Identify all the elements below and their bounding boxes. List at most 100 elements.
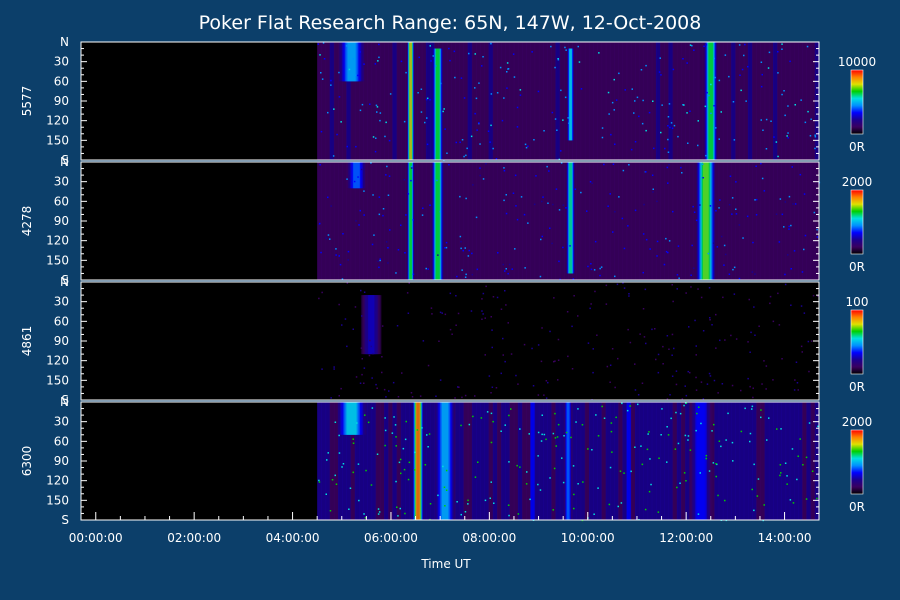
noise-pixel (618, 196, 620, 198)
noise-pixel (627, 225, 629, 227)
background-column (384, 402, 389, 520)
background-column (547, 162, 552, 280)
noise-pixel (344, 318, 347, 320)
aurora-band (568, 162, 573, 274)
background-column (421, 402, 427, 520)
noise-pixel (553, 467, 556, 470)
noise-pixel (372, 136, 375, 138)
background-column (371, 42, 377, 160)
aurora-band (708, 42, 714, 160)
noise-pixel (704, 105, 707, 108)
noise-pixel (422, 340, 425, 342)
noise-pixel (527, 145, 529, 147)
noise-pixel (747, 65, 749, 68)
aurora-band (436, 402, 454, 520)
background-column (605, 162, 611, 280)
background-column (455, 282, 460, 400)
noise-pixel (359, 382, 362, 384)
aurora-band (565, 402, 571, 520)
aurora-band (435, 162, 441, 280)
noise-pixel (577, 315, 579, 317)
y-tick-label: 30 (54, 295, 69, 309)
noise-pixel (464, 276, 467, 278)
noise-pixel (724, 253, 727, 256)
noise-pixel (687, 370, 689, 373)
noise-pixel (642, 308, 645, 310)
noise-pixel (719, 339, 721, 342)
noise-pixel (705, 457, 707, 460)
noise-pixel (403, 468, 406, 471)
background-column (321, 402, 327, 520)
noise-pixel (754, 199, 756, 201)
noise-pixel (629, 405, 631, 407)
noise-pixel (667, 151, 670, 153)
noise-pixel (769, 295, 772, 298)
background-column (735, 402, 741, 520)
noise-pixel (712, 462, 715, 464)
background-column (425, 42, 431, 160)
aurora-band (352, 162, 361, 189)
noise-pixel (697, 120, 699, 122)
aurora-band (340, 402, 364, 435)
aurora-band (346, 42, 358, 82)
aurora-band (436, 402, 454, 520)
noise-pixel (507, 504, 510, 506)
noise-pixel (411, 396, 414, 398)
noise-pixel (691, 45, 693, 47)
noise-pixel (482, 178, 485, 180)
aurora-band (435, 162, 440, 280)
background-column (680, 402, 686, 520)
background-column (676, 282, 682, 400)
background-column (701, 282, 707, 400)
noise-pixel (685, 394, 688, 397)
noise-pixel (681, 172, 683, 174)
noise-pixel (461, 269, 463, 271)
background-column (601, 162, 607, 280)
background-column (789, 282, 795, 400)
noise-pixel (559, 278, 561, 281)
y-tick-label: 30 (54, 415, 69, 429)
aurora-band (414, 402, 422, 520)
noise-pixel (609, 466, 612, 469)
noise-pixel (492, 147, 494, 150)
noise-pixel (699, 204, 701, 206)
noise-pixel (323, 58, 326, 60)
noise-pixel (359, 209, 361, 212)
noise-pixel (360, 289, 362, 292)
noise-pixel (677, 442, 680, 445)
noise-pixel (348, 508, 350, 510)
noise-pixel (554, 66, 556, 69)
noise-pixel (381, 371, 383, 374)
background-column (706, 282, 711, 400)
noise-pixel (435, 395, 437, 397)
noise-pixel (379, 119, 381, 122)
background-column (379, 42, 385, 160)
noise-pixel (778, 241, 781, 243)
background-column (363, 402, 368, 520)
noise-pixel (505, 268, 507, 270)
noise-pixel (495, 387, 498, 389)
background-column (710, 402, 716, 520)
background-column (718, 282, 724, 400)
noise-pixel (700, 296, 703, 299)
noise-pixel (429, 98, 431, 101)
noise-pixel (762, 129, 764, 131)
noise-pixel (814, 136, 817, 138)
background-column (538, 402, 544, 520)
background-column (317, 162, 322, 280)
noise-pixel (686, 62, 688, 64)
background-column (643, 42, 649, 160)
background-column (379, 282, 385, 400)
noise-pixel (503, 199, 505, 202)
background-column (551, 162, 557, 280)
noise-pixel (405, 420, 407, 423)
noise-pixel (772, 320, 775, 323)
noise-pixel (546, 165, 548, 168)
noise-pixel (475, 97, 478, 100)
aurora-band (691, 402, 711, 520)
noise-pixel (792, 502, 795, 504)
background-column (555, 282, 561, 400)
noise-pixel (565, 431, 568, 434)
background-column (722, 42, 728, 160)
